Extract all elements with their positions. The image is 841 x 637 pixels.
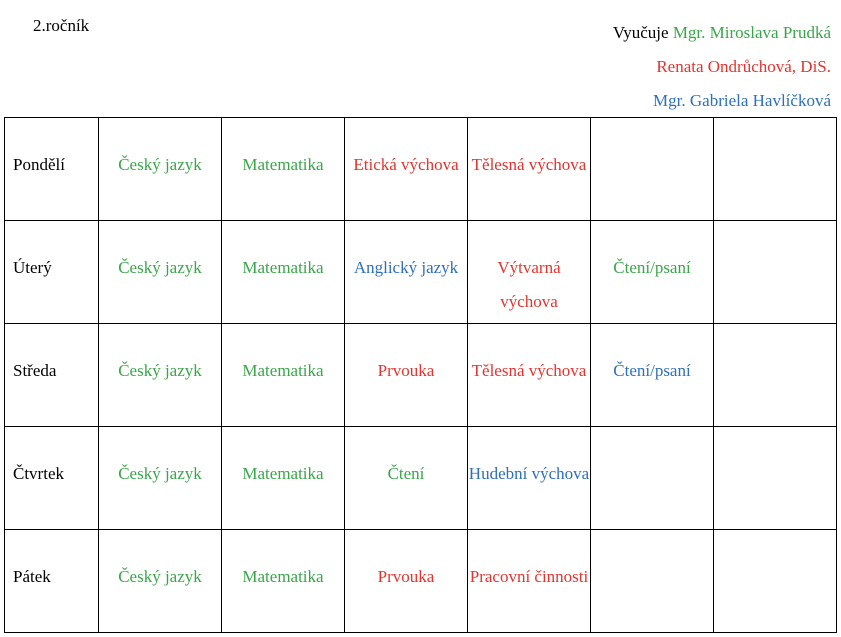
lesson-cell bbox=[590, 426, 714, 530]
day-label: Pátek bbox=[13, 567, 51, 586]
lesson-label: Čtení bbox=[387, 464, 425, 483]
lesson-label: Čtení/psaní bbox=[613, 361, 691, 380]
lesson-cell bbox=[713, 529, 837, 633]
timetable: Pondělí Český jazyk Matematika Etická výcho… bbox=[4, 117, 837, 633]
timetable-row: Pátek Český jazyk Matematika Prvouka Pracovn… bbox=[4, 529, 837, 633]
lesson-cell: Matematika bbox=[221, 220, 345, 324]
lesson-label: Matematika bbox=[242, 567, 324, 586]
timetable-row: Úterý Český jazyk Matematika Anglický jazyk… bbox=[4, 220, 837, 324]
lesson-cell: Český jazyk bbox=[98, 426, 222, 530]
day-cell: Pondělí bbox=[4, 117, 99, 221]
teacher-name: Mgr. Miroslava Prudká bbox=[672, 23, 831, 42]
lesson-cell: Čtení/psaní bbox=[590, 323, 714, 427]
lesson-cell bbox=[713, 323, 837, 427]
lesson-cell: Matematika bbox=[221, 323, 345, 427]
lesson-cell: Český jazyk bbox=[98, 529, 222, 633]
lesson-label bbox=[591, 530, 713, 560]
lesson-label: Matematika bbox=[242, 155, 324, 174]
lesson-cell: Výtvarná výchova bbox=[467, 220, 591, 324]
lesson-label: Tělesná výchova bbox=[471, 361, 587, 380]
day-cell: Pátek bbox=[4, 529, 99, 633]
lesson-cell bbox=[590, 529, 714, 633]
lesson-cell: Matematika bbox=[221, 117, 345, 221]
lesson-label: Tělesná výchova bbox=[471, 155, 587, 174]
lesson-label: Anglický jazyk bbox=[353, 258, 459, 277]
lesson-label: Český jazyk bbox=[118, 464, 202, 483]
day-label: Čtvrtek bbox=[13, 464, 64, 483]
lesson-label bbox=[591, 427, 713, 457]
lesson-cell: Český jazyk bbox=[98, 323, 222, 427]
lesson-cell: Tělesná výchova bbox=[467, 117, 591, 221]
lesson-label: Matematika bbox=[242, 361, 324, 380]
lesson-cell bbox=[713, 117, 837, 221]
lesson-cell: Prvouka bbox=[344, 323, 468, 427]
lesson-label bbox=[714, 118, 836, 148]
lesson-cell: Anglický jazyk bbox=[344, 220, 468, 324]
lesson-cell: Pracovní činnosti bbox=[467, 529, 591, 633]
lesson-cell: Prvouka bbox=[344, 529, 468, 633]
lesson-label: Etická výchova bbox=[353, 155, 459, 174]
lesson-cell: Čtení bbox=[344, 426, 468, 530]
grade-title: 2.ročník bbox=[33, 16, 90, 35]
day-cell: Středa bbox=[4, 323, 99, 427]
lesson-label: Matematika bbox=[242, 464, 324, 483]
lesson-label bbox=[714, 530, 836, 560]
lesson-label: Prvouka bbox=[377, 567, 435, 586]
lesson-label: Čtení/psaní bbox=[613, 258, 691, 277]
lesson-label bbox=[714, 324, 836, 354]
lesson-label: Hudební výchova bbox=[468, 464, 590, 483]
lesson-cell: Český jazyk bbox=[98, 220, 222, 324]
teachers-block: Vyučuje Mgr. Miroslava Prudká Renata Ond… bbox=[613, 16, 831, 118]
teacher-name: Mgr. Gabriela Havlíčková bbox=[653, 91, 831, 110]
lesson-label bbox=[714, 427, 836, 457]
lesson-label: Český jazyk bbox=[118, 258, 202, 277]
lesson-label: Český jazyk bbox=[118, 361, 202, 380]
day-cell: Čtvrtek bbox=[4, 426, 99, 530]
timetable-row: Pondělí Český jazyk Matematika Etická výcho… bbox=[4, 117, 837, 221]
day-label: Pondělí bbox=[13, 155, 65, 174]
lesson-cell: Matematika bbox=[221, 426, 345, 530]
lesson-cell: Český jazyk bbox=[98, 117, 222, 221]
lesson-cell: Tělesná výchova bbox=[467, 323, 591, 427]
day-label: Středa bbox=[13, 361, 57, 380]
timetable-row: Středa Český jazyk Matematika Prvouka Tělesn… bbox=[4, 323, 837, 427]
lesson-label: Matematika bbox=[242, 258, 324, 277]
lesson-cell bbox=[713, 426, 837, 530]
lesson-cell: Hudební výchova bbox=[467, 426, 591, 530]
lesson-cell: Čtení/psaní bbox=[590, 220, 714, 324]
lesson-label: Český jazyk bbox=[118, 155, 202, 174]
day-label: Úterý bbox=[13, 258, 52, 277]
day-cell: Úterý bbox=[4, 220, 99, 324]
timetable-row: Čtvrtek Český jazyk Matematika Čtení Hudební… bbox=[4, 426, 837, 530]
lesson-label: Český jazyk bbox=[118, 567, 202, 586]
lesson-label: Výtvarná výchova bbox=[497, 258, 561, 311]
timetable-body: Pondělí Český jazyk Matematika Etická výcho… bbox=[4, 117, 837, 633]
teacher-line-1: Vyučuje Mgr. Miroslava Prudká bbox=[613, 16, 831, 50]
lesson-label bbox=[714, 221, 836, 251]
lesson-label: Prvouka bbox=[377, 361, 435, 380]
lesson-cell: Etická výchova bbox=[344, 117, 468, 221]
lesson-cell bbox=[713, 220, 837, 324]
lesson-cell bbox=[590, 117, 714, 221]
teachers-label: Vyučuje bbox=[612, 23, 669, 42]
teacher-name: Renata Ondrůchová, DiS. bbox=[656, 57, 831, 76]
lesson-cell: Matematika bbox=[221, 529, 345, 633]
lesson-label: Pracovní činnosti bbox=[469, 567, 589, 586]
lesson-label bbox=[591, 118, 713, 148]
